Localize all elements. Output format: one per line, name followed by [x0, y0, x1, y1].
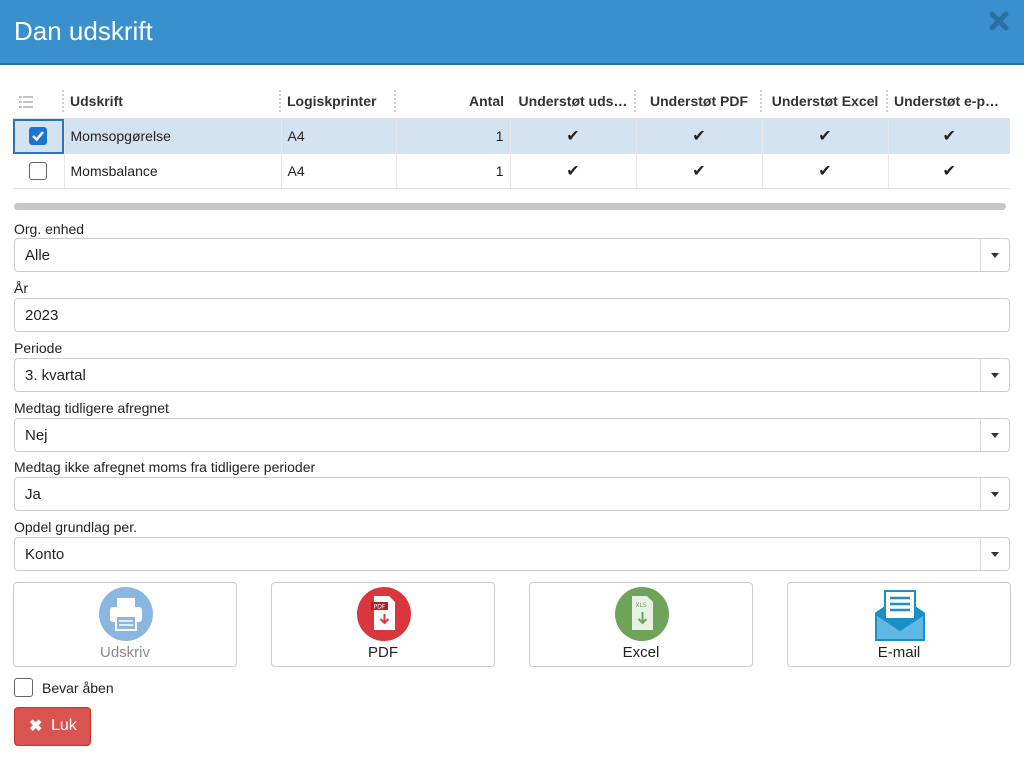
column-chooser[interactable]: [13, 84, 64, 119]
check-icon: ✔: [510, 118, 637, 154]
report-count: 1: [396, 153, 511, 189]
check-icon: ✔: [636, 153, 763, 189]
svg-text:XLS: XLS: [635, 602, 646, 609]
org-label: Org. enhed: [14, 221, 85, 237]
check-icon: ✔: [762, 118, 889, 154]
column-header-antal[interactable]: Antal: [396, 84, 510, 119]
dialog-title: Dan udskrift: [14, 16, 153, 46]
year-label: År: [14, 280, 28, 296]
include-prev-value: Nej: [25, 427, 48, 444]
list-icon: [19, 96, 33, 109]
table-row[interactable]: Momsopgørelse A4 1 ✔ ✔ ✔ ✔: [13, 118, 1010, 154]
close-x-icon: ✖: [29, 718, 43, 735]
org-value: Alle: [25, 247, 51, 264]
keep-open-checkbox[interactable]: [14, 678, 33, 697]
email-button[interactable]: E-mail: [787, 582, 1011, 667]
table-header-row: Udskrift Logiskprinter Antal Understøt u…: [13, 84, 1010, 119]
column-header-support-email[interactable]: Understøt e-post: [888, 84, 1010, 119]
column-header-support-print[interactable]: Understøt uds…: [510, 84, 636, 119]
keep-open[interactable]: Bevar åben: [14, 678, 114, 697]
pdf-button[interactable]: PDF PDF: [271, 582, 495, 667]
close-button-label: Luk: [51, 717, 77, 734]
period-value: 3. kvartal: [25, 367, 86, 384]
email-icon: [875, 590, 925, 641]
split-select[interactable]: Konto: [14, 537, 1010, 571]
column-header-udskrift[interactable]: Udskrift: [64, 84, 281, 119]
print-label: Udskriv: [99, 644, 150, 661]
include-prev-select[interactable]: Nej: [14, 418, 1010, 452]
row-checkbox[interactable]: [29, 162, 48, 181]
period-label: Periode: [14, 340, 63, 356]
period-select[interactable]: 3. kvartal: [14, 358, 1010, 392]
check-icon: ✔: [510, 153, 637, 189]
dropdown-caret-icon[interactable]: [980, 359, 1009, 391]
include-unsettled-label: Medtag ikke afregnet moms fra tidligere …: [14, 459, 316, 475]
column-header-support-excel[interactable]: Understøt Excel: [762, 84, 888, 119]
row-checkbox[interactable]: [29, 127, 48, 146]
excel-icon: XLS: [615, 587, 669, 641]
pdf-icon: PDF: [357, 587, 411, 641]
report-name: Momsbalance: [64, 153, 282, 189]
dropdown-caret-icon[interactable]: [980, 538, 1009, 570]
excel-label: Excel: [622, 644, 660, 661]
org-select[interactable]: Alle: [14, 238, 1010, 272]
svg-text:PDF: PDF: [374, 604, 386, 611]
year-input[interactable]: 2023: [14, 298, 1010, 332]
close-button[interactable]: ✖ Luk: [14, 707, 91, 746]
report-printer: A4: [281, 153, 397, 189]
report-count: 1: [396, 118, 511, 154]
check-icon: ✔: [888, 118, 1010, 154]
column-header-support-pdf[interactable]: Understøt PDF: [636, 84, 762, 119]
check-icon: ✔: [762, 153, 889, 189]
close-icon[interactable]: [988, 10, 1010, 32]
printer-icon: [99, 587, 153, 641]
dropdown-caret-icon[interactable]: [980, 239, 1009, 271]
row-select-cell[interactable]: [13, 118, 65, 154]
horizontal-scrollbar[interactable]: [14, 203, 1006, 210]
check-icon: ✔: [888, 153, 1010, 189]
include-unsettled-select[interactable]: Ja: [14, 477, 1010, 511]
keep-open-label: Bevar åben: [42, 680, 114, 696]
column-header-logiskprinter[interactable]: Logiskprinter: [281, 84, 396, 119]
dialog-header: Dan udskrift: [0, 0, 1024, 65]
dropdown-caret-icon[interactable]: [980, 419, 1009, 451]
include-prev-label: Medtag tidligere afregnet: [14, 400, 169, 416]
split-value: Konto: [25, 546, 65, 563]
excel-button[interactable]: XLS Excel: [529, 582, 753, 667]
print-button[interactable]: Udskriv: [13, 582, 237, 667]
pdf-label: PDF: [368, 644, 398, 661]
report-table: Udskrift Logiskprinter Antal Understøt u…: [13, 84, 1010, 189]
split-label: Opdel grundlag per.: [14, 519, 137, 535]
check-icon: ✔: [636, 118, 763, 154]
include-unsettled-value: Ja: [25, 486, 41, 503]
row-select-cell[interactable]: [13, 153, 65, 189]
report-printer: A4: [281, 118, 397, 154]
year-value: 2023: [25, 307, 59, 324]
report-name: Momsopgørelse: [64, 118, 282, 154]
dropdown-caret-icon[interactable]: [980, 478, 1009, 510]
table-row[interactable]: Momsbalance A4 1 ✔ ✔ ✔ ✔: [13, 153, 1010, 189]
email-label: E-mail: [877, 644, 921, 661]
